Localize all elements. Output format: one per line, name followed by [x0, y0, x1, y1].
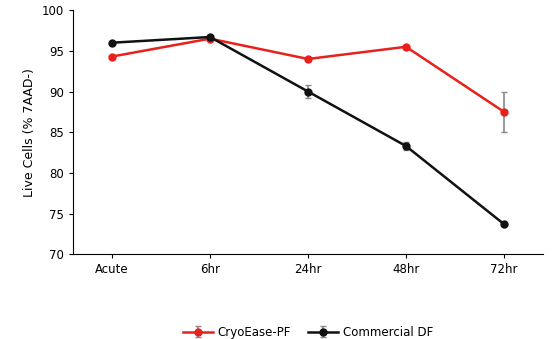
Legend: CryoEase-PF, Commercial DF: CryoEase-PF, Commercial DF: [179, 321, 437, 339]
Y-axis label: Live Cells (% 7AAD-): Live Cells (% 7AAD-): [23, 68, 36, 197]
